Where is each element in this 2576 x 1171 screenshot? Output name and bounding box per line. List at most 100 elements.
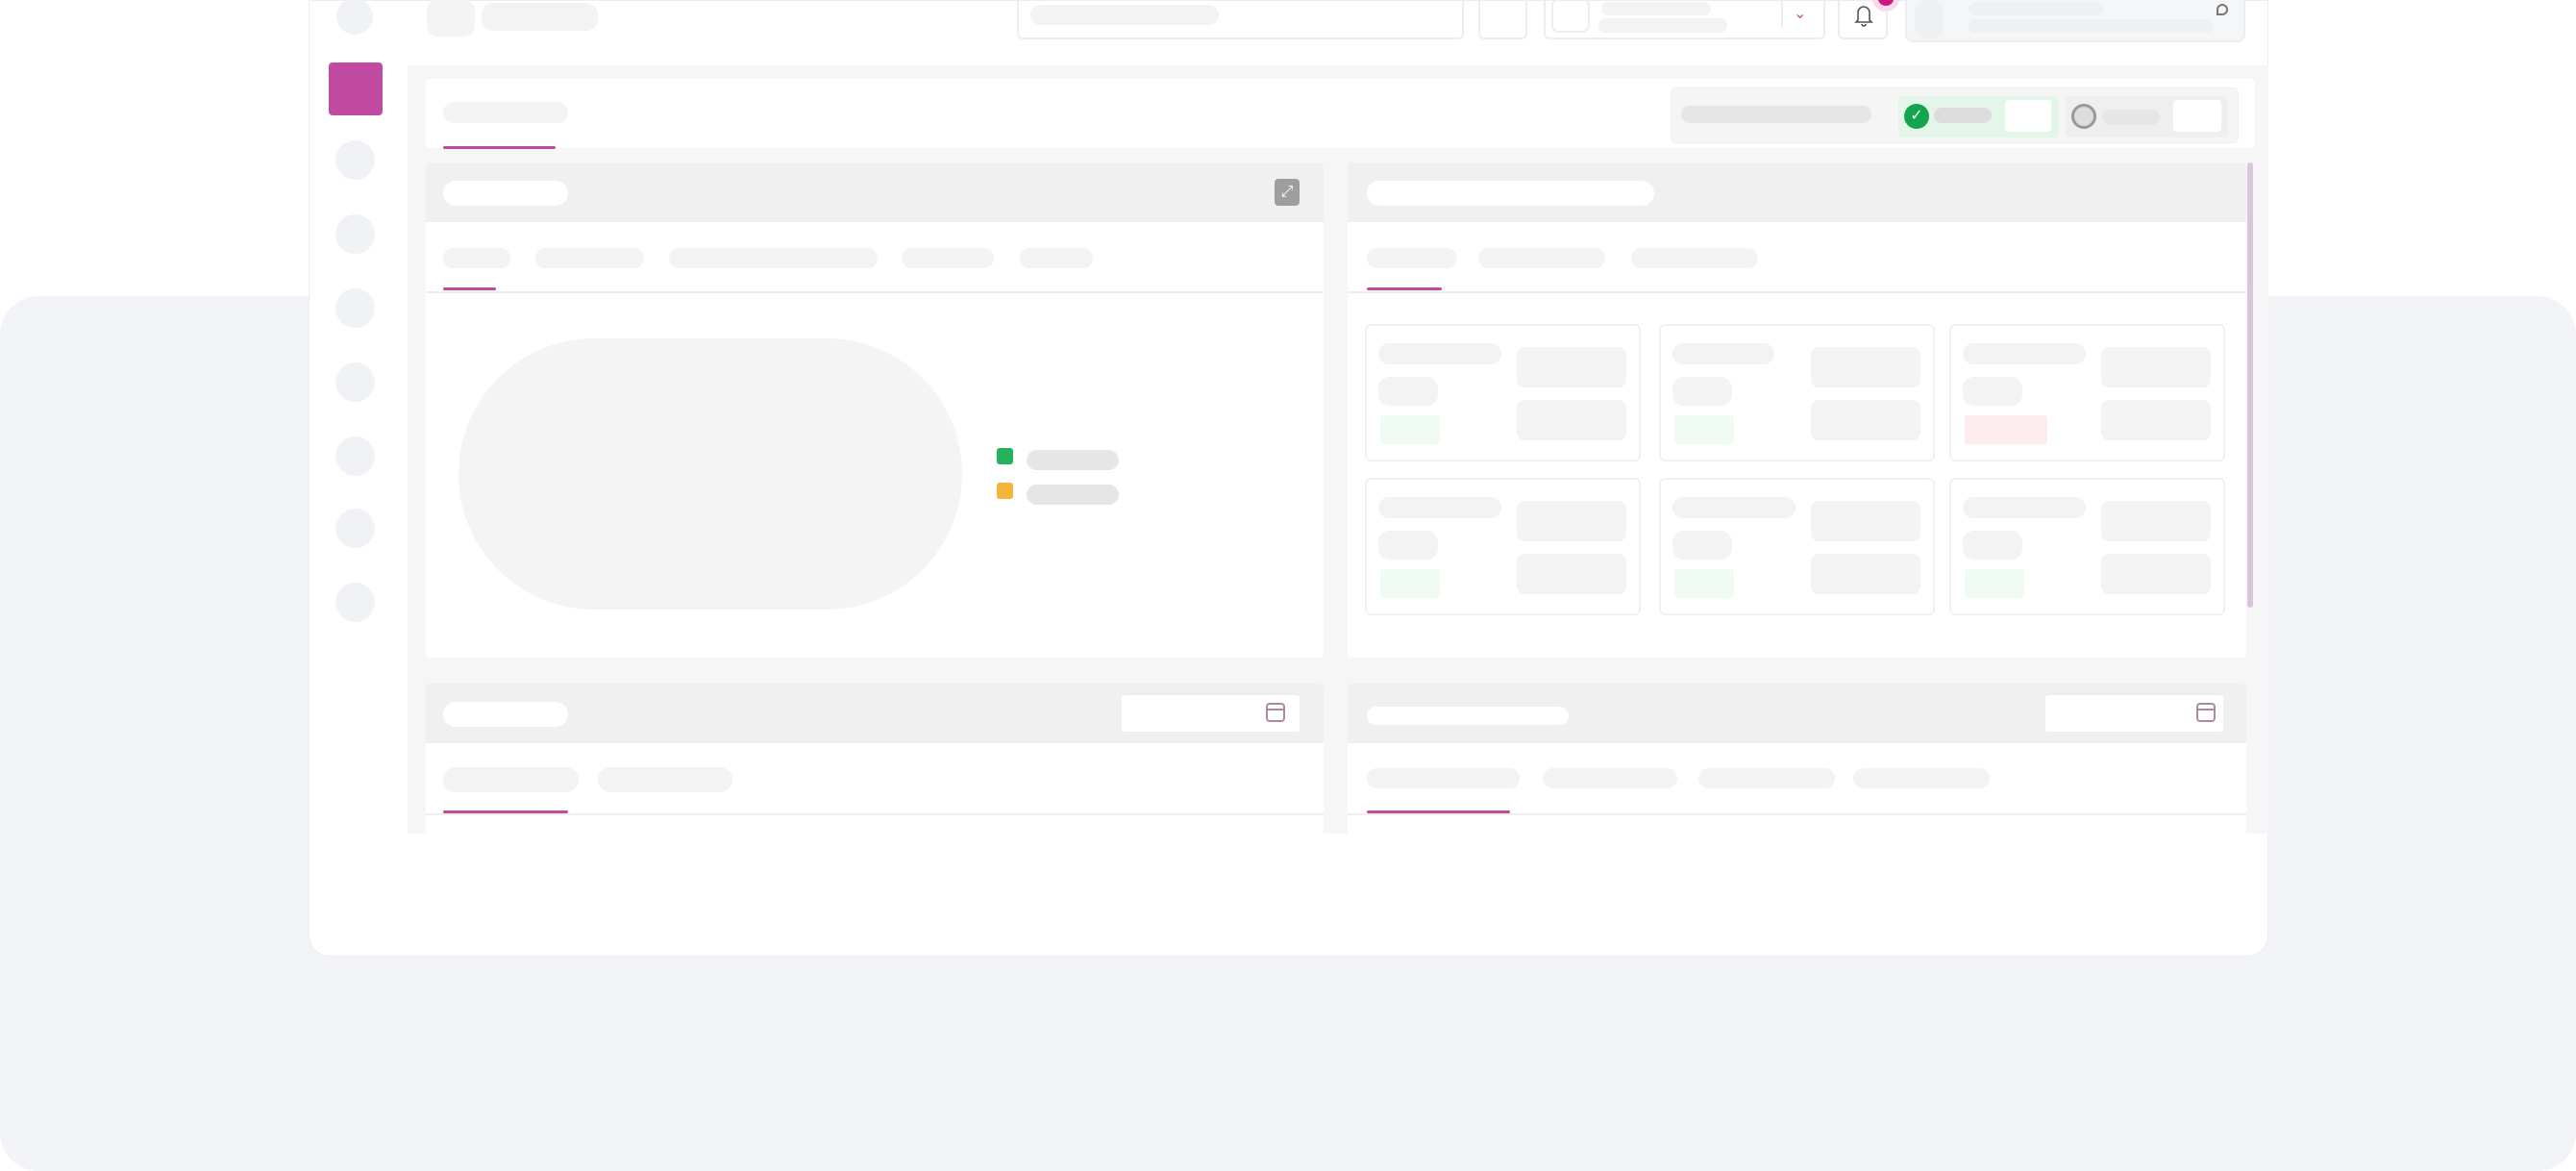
tab[interactable] <box>1853 768 1990 788</box>
active-tab-underline <box>1367 810 1510 813</box>
stat-change-badge <box>1674 569 1734 598</box>
workspace-avatar <box>1551 0 1590 33</box>
divider <box>1348 813 2246 815</box>
sidebar-item[interactable] <box>335 583 375 622</box>
page-title-skeleton <box>443 102 568 123</box>
legend-label-skeleton <box>1027 485 1119 505</box>
stat-skeleton <box>2101 501 2211 541</box>
divider <box>426 813 1324 815</box>
calendar-icon <box>1266 703 1285 722</box>
tab[interactable] <box>443 248 510 268</box>
status-ok-toggle[interactable]: ✓ <box>1898 96 2059 137</box>
stat-change-badge <box>1965 415 2047 444</box>
expand-icon[interactable]: ⤢ <box>1275 179 1300 206</box>
stat-skeleton <box>1963 531 2022 560</box>
tab[interactable] <box>1367 768 1520 788</box>
tab[interactable] <box>1367 248 1457 268</box>
stat-skeleton <box>1517 501 1626 541</box>
stat-skeleton <box>1811 501 1920 541</box>
panel-title-skeleton <box>1367 181 1654 206</box>
stat-skeleton <box>1672 497 1796 518</box>
stat-skeleton <box>1378 497 1501 518</box>
sidebar-item[interactable] <box>335 288 375 328</box>
page-title-underline <box>443 146 556 149</box>
tab[interactable] <box>1698 768 1835 788</box>
check-circle-icon: ✓ <box>1904 104 1929 129</box>
bell-icon <box>1854 6 1873 27</box>
stat-skeleton <box>1672 531 1732 560</box>
stat-card[interactable] <box>1365 324 1641 461</box>
tab[interactable] <box>598 767 732 792</box>
workspace-name-skeleton <box>1601 2 1711 15</box>
page-header: ✓ <box>426 79 2255 149</box>
stat-change-badge <box>1674 415 1734 444</box>
stat-skeleton <box>1517 347 1626 387</box>
status-neutral-count <box>2173 100 2221 132</box>
stat-card[interactable] <box>1949 478 2225 615</box>
status-ok-count <box>2005 100 2051 132</box>
panel-header <box>426 162 1324 222</box>
divider <box>426 291 1324 293</box>
stat-skeleton <box>2101 347 2211 387</box>
stats-panel <box>1348 162 2246 658</box>
tab[interactable] <box>443 767 579 792</box>
stat-skeleton <box>1517 554 1626 594</box>
date-picker[interactable] <box>1122 695 1300 732</box>
tab[interactable] <box>669 248 878 268</box>
stat-skeleton <box>1672 343 1774 364</box>
sidebar-item-active[interactable] <box>329 62 383 115</box>
bottom-left-panel <box>426 684 1324 834</box>
notifications-button[interactable] <box>1838 0 1894 39</box>
workspace-sub-skeleton <box>1598 18 1727 33</box>
active-tab-underline <box>443 810 568 813</box>
status-neutral-toggle[interactable] <box>2066 96 2228 137</box>
sidebar-item[interactable] <box>335 214 375 254</box>
logo-skeleton <box>427 0 475 37</box>
date-picker[interactable] <box>2045 695 2223 732</box>
stat-change-badge <box>1380 415 1440 444</box>
bottom-right-panel <box>1348 684 2246 834</box>
toolbar-button[interactable] <box>1478 0 1527 39</box>
legend-swatch-yellow <box>997 483 1013 499</box>
active-tab-underline <box>443 287 496 290</box>
stat-card[interactable] <box>1949 324 2225 461</box>
stat-skeleton <box>1963 377 2022 406</box>
sidebar-item[interactable] <box>335 140 375 180</box>
user-avatar-skeleton <box>1915 0 1944 38</box>
status-toolbar: ✓ <box>1671 87 2239 143</box>
calendar-icon <box>2196 703 2216 722</box>
tab[interactable] <box>1631 248 1758 268</box>
chart-skeleton <box>458 338 962 610</box>
stat-card[interactable] <box>1365 478 1641 615</box>
user-name-skeleton <box>1969 2 2103 15</box>
stat-skeleton <box>1378 343 1501 364</box>
user-menu[interactable] <box>1905 0 2245 42</box>
user-icon <box>2217 4 2228 15</box>
tab[interactable] <box>1478 248 1605 268</box>
tab[interactable] <box>1543 768 1677 788</box>
stat-skeleton <box>1963 343 2086 364</box>
avatar[interactable] <box>336 0 373 35</box>
stat-card[interactable] <box>1659 478 1935 615</box>
tab[interactable] <box>1020 248 1093 268</box>
status-neutral-label-skeleton <box>2102 110 2160 125</box>
search-input[interactable] <box>1017 0 1464 39</box>
panel-title-skeleton <box>443 702 568 727</box>
sidebar-item[interactable] <box>335 362 375 402</box>
tab[interactable] <box>535 248 644 268</box>
stat-skeleton <box>1378 377 1438 406</box>
scrollbar[interactable] <box>2247 162 2253 608</box>
stat-skeleton <box>1672 377 1732 406</box>
divider <box>1781 0 1783 27</box>
status-ok-label-skeleton <box>1934 108 1992 123</box>
stat-change-badge <box>1380 569 1440 598</box>
workspace-dropdown[interactable]: ⌄ <box>1544 0 1825 39</box>
sidebar-item[interactable] <box>335 436 375 476</box>
stat-skeleton <box>1378 531 1438 560</box>
stat-skeleton <box>1517 400 1626 440</box>
active-tab-underline <box>1367 287 1442 290</box>
stat-skeleton <box>1963 497 2086 518</box>
tab[interactable] <box>902 248 994 268</box>
sidebar-item[interactable] <box>335 509 375 548</box>
stat-card[interactable] <box>1659 324 1935 461</box>
